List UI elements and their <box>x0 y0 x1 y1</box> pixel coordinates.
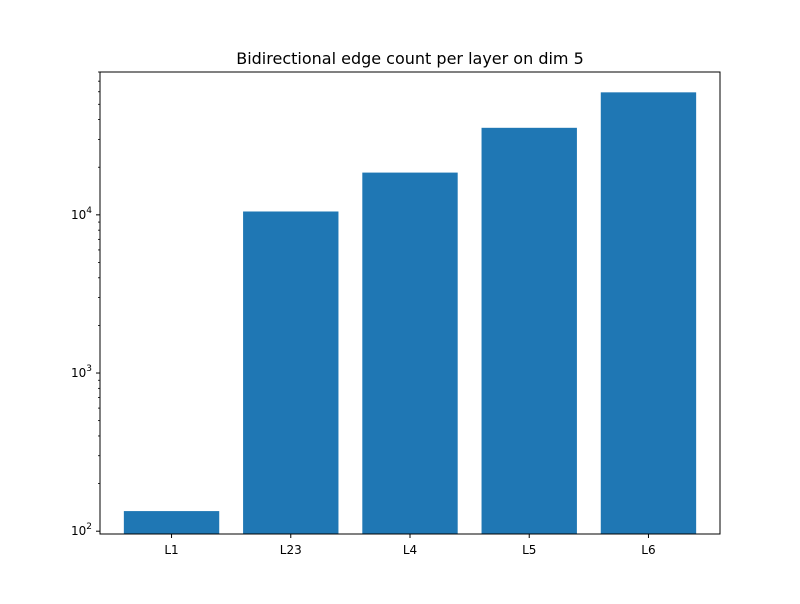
y-tick-label-exponent: 2 <box>86 522 92 532</box>
x-tick-label: L4 <box>403 543 417 557</box>
x-tick-label: L1 <box>164 543 178 557</box>
bars-group <box>123 92 697 535</box>
y-tick-label: 103 <box>71 364 92 380</box>
plot-frame <box>99 71 721 535</box>
bar-l4 <box>362 172 458 534</box>
x-tick-label: L23 <box>280 543 302 557</box>
y-tick-label-base: 10 <box>71 524 86 538</box>
y-tick-label-base: 10 <box>71 366 86 380</box>
x-tick-label: L6 <box>641 543 655 557</box>
bar-l6 <box>600 92 697 534</box>
chart-title: Bidirectional edge count per layer on di… <box>236 49 584 68</box>
x-axis: L1 L23 L4 L5 L6 <box>164 534 656 557</box>
y-tick-label-base: 10 <box>71 208 86 222</box>
bar-l1 <box>123 511 220 534</box>
y-tick-label: 104 <box>71 206 92 222</box>
y-tick-label-exponent: 4 <box>86 206 92 216</box>
bar-l23 <box>243 211 339 535</box>
y-tick-label: 102 <box>71 522 92 538</box>
y-tick-label-exponent: 3 <box>86 364 92 374</box>
x-tick-label: L5 <box>522 543 536 557</box>
bar-l5 <box>481 127 577 534</box>
